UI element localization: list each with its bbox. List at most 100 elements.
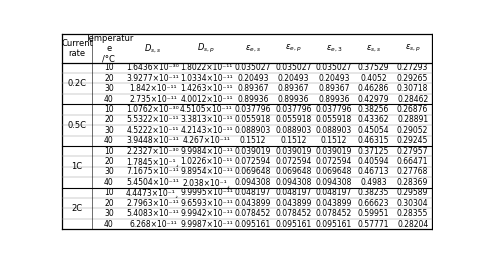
Text: 0.4052: 0.4052: [360, 74, 386, 83]
Text: 6.268×10⁻¹¹: 6.268×10⁻¹¹: [129, 220, 176, 229]
Text: 1.7845×10⁻¹¸: 1.7845×10⁻¹¸: [126, 157, 179, 166]
Text: 0.094308: 0.094308: [315, 178, 351, 187]
Text: 3.9448×10⁻¹¹: 3.9448×10⁻¹¹: [126, 136, 179, 145]
Text: 0.40594: 0.40594: [357, 157, 389, 166]
Text: 0.38235: 0.38235: [357, 188, 388, 197]
Text: 1.8022×10⁻¹¹: 1.8022×10⁻¹¹: [180, 63, 232, 72]
Text: 0.28369: 0.28369: [396, 178, 428, 187]
Text: 0.088903: 0.088903: [315, 126, 351, 135]
Text: 2.735×10⁻¹¹: 2.735×10⁻¹¹: [129, 94, 177, 104]
Text: 0.5C: 0.5C: [67, 121, 86, 130]
Text: 20: 20: [104, 74, 113, 83]
Text: 0.1512: 0.1512: [280, 136, 306, 145]
Text: 0.048197: 0.048197: [234, 188, 270, 197]
Text: 0.078452: 0.078452: [315, 209, 351, 218]
Text: 0.46713: 0.46713: [357, 168, 389, 176]
Text: 40: 40: [104, 178, 113, 187]
Text: 9.9987×10⁻¹¹: 9.9987×10⁻¹¹: [180, 220, 232, 229]
Text: 0.89936: 0.89936: [317, 94, 349, 104]
Text: 0.57771: 0.57771: [357, 220, 389, 229]
Text: 1.842×10⁻¹¹: 1.842×10⁻¹¹: [129, 84, 176, 93]
Text: 0.43362: 0.43362: [357, 115, 389, 124]
Text: 1.6436×10⁻³⁰: 1.6436×10⁻³⁰: [126, 63, 179, 72]
Text: $D_{s,s}$: $D_{s,s}$: [144, 42, 161, 55]
Text: 0.29052: 0.29052: [396, 126, 428, 135]
Text: 0.035027: 0.035027: [275, 63, 311, 72]
Text: $D_{s,p}$: $D_{s,p}$: [197, 42, 215, 55]
Text: 0.46286: 0.46286: [357, 84, 388, 93]
Text: 0.069648: 0.069648: [315, 168, 351, 176]
Text: 0.46315: 0.46315: [357, 136, 389, 145]
Text: 0.20493: 0.20493: [317, 74, 349, 83]
Text: 0.20493: 0.20493: [277, 74, 309, 83]
Text: 3.9277×10⁻¹¹: 3.9277×10⁻¹¹: [126, 74, 179, 83]
Text: 0.094308: 0.094308: [234, 178, 271, 187]
Text: $\varepsilon_{e,s}$: $\varepsilon_{e,s}$: [244, 43, 260, 54]
Text: 0.29245: 0.29245: [396, 136, 428, 145]
Text: 0.59951: 0.59951: [357, 209, 389, 218]
Text: 0.38256: 0.38256: [357, 105, 388, 114]
Text: 30: 30: [104, 209, 113, 218]
Text: 0.037796: 0.037796: [315, 105, 351, 114]
Text: 0.66623: 0.66623: [357, 199, 389, 208]
Text: 0.66471: 0.66471: [396, 157, 428, 166]
Text: 2.7963×10⁻¹¹: 2.7963×10⁻¹¹: [126, 199, 179, 208]
Text: $\varepsilon_{s,p}$: $\varepsilon_{s,p}$: [404, 43, 420, 54]
Text: 2.038×10⁻¹¸: 2.038×10⁻¹¸: [182, 178, 230, 187]
Text: 20: 20: [104, 199, 113, 208]
Text: 1.0334×10⁻¹¹: 1.0334×10⁻¹¹: [180, 74, 232, 83]
Text: 1C: 1C: [71, 162, 83, 171]
Text: 0.30304: 0.30304: [396, 199, 428, 208]
Text: 1.0762×10⁻³⁰: 1.0762×10⁻³⁰: [126, 105, 179, 114]
Text: 0.069648: 0.069648: [234, 168, 271, 176]
Text: 0.29589: 0.29589: [396, 188, 428, 197]
Text: 30: 30: [104, 84, 113, 93]
Text: 0.29265: 0.29265: [396, 74, 428, 83]
Text: 0.037796: 0.037796: [275, 105, 311, 114]
Text: 0.37125: 0.37125: [357, 147, 388, 156]
Text: 4.267×10⁻¹¹: 4.267×10⁻¹¹: [182, 136, 230, 145]
Text: 0.072594: 0.072594: [275, 157, 311, 166]
Text: 10: 10: [104, 188, 113, 197]
Text: 1.0226×10⁻¹¹: 1.0226×10⁻¹¹: [180, 157, 232, 166]
Text: 0.078452: 0.078452: [275, 209, 311, 218]
Text: 7.1675×10⁻¹¹: 7.1675×10⁻¹¹: [126, 168, 179, 176]
Text: 0.095161: 0.095161: [315, 220, 351, 229]
Text: 0.043899: 0.043899: [234, 199, 271, 208]
Text: 0.055918: 0.055918: [234, 115, 270, 124]
Text: Current
rate: Current rate: [61, 39, 93, 58]
Text: 0.069648: 0.069648: [275, 168, 311, 176]
Text: 0.89367: 0.89367: [237, 84, 268, 93]
Text: 0.039019: 0.039019: [315, 147, 351, 156]
Text: 0.89936: 0.89936: [277, 94, 309, 104]
Text: 0.28462: 0.28462: [396, 94, 427, 104]
Text: 4.5105×10⁻¹¹: 4.5105×10⁻¹¹: [180, 105, 232, 114]
Text: 20: 20: [104, 157, 113, 166]
Text: 3.3813×10⁻¹¹: 3.3813×10⁻¹¹: [180, 115, 232, 124]
Text: 10: 10: [104, 63, 113, 72]
Text: 0.043899: 0.043899: [315, 199, 351, 208]
Text: $\varepsilon_{s,s}$: $\varepsilon_{s,s}$: [365, 43, 381, 54]
Text: 0.1512: 0.1512: [320, 136, 347, 145]
Text: 0.035027: 0.035027: [315, 63, 351, 72]
Text: 4.4473×10⁻¹¸: 4.4473×10⁻¹¸: [126, 188, 180, 197]
Text: 9.6593×10⁻¹¹: 9.6593×10⁻¹¹: [180, 199, 232, 208]
Text: 0.4983: 0.4983: [360, 178, 386, 187]
Text: 0.055918: 0.055918: [275, 115, 311, 124]
Text: 0.078452: 0.078452: [234, 209, 270, 218]
Text: 0.42979: 0.42979: [357, 94, 389, 104]
Text: $\varepsilon_{e,3}$: $\varepsilon_{e,3}$: [325, 43, 341, 54]
Text: 0.20493: 0.20493: [237, 74, 268, 83]
Text: 0.048197: 0.048197: [315, 188, 351, 197]
Text: $\varepsilon_{e,p}$: $\varepsilon_{e,p}$: [285, 43, 301, 54]
Text: 0.072594: 0.072594: [234, 157, 271, 166]
Text: 0.27957: 0.27957: [396, 147, 428, 156]
Text: 0.039019: 0.039019: [234, 147, 271, 156]
Text: 0.28891: 0.28891: [396, 115, 427, 124]
Text: 0.039019: 0.039019: [275, 147, 311, 156]
Text: 9.9995×10⁻¹¹: 9.9995×10⁻¹¹: [180, 188, 232, 197]
Text: 30: 30: [104, 126, 113, 135]
Text: 0.095161: 0.095161: [234, 220, 270, 229]
Text: 0.088903: 0.088903: [275, 126, 311, 135]
Text: 20: 20: [104, 115, 113, 124]
